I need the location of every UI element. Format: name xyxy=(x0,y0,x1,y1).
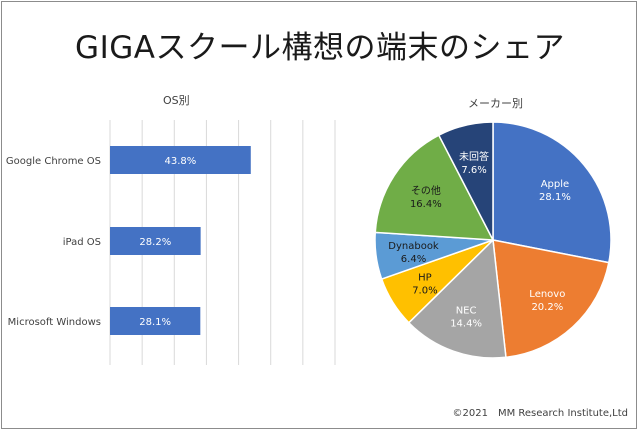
bar-category-label: iPad OS xyxy=(63,237,101,248)
pie-slice-name-label: HP xyxy=(418,272,432,283)
copyright-text: ©2021 MM Research Institute,Ltd xyxy=(452,408,628,419)
pie-slice-name-label: その他 xyxy=(411,184,441,197)
bar-chart-bars: 43.8% Google Chrome OS 28.2% iPad OS 28.1% Mi… xyxy=(6,146,251,335)
pie-slice-7 xyxy=(437,121,494,241)
pie-slice-name-label: 未回答 xyxy=(459,150,489,163)
pie-slice-name-label: NEC xyxy=(456,306,477,317)
bar-2 xyxy=(110,227,201,255)
bar-1 xyxy=(110,146,251,174)
pie-slice-3 xyxy=(407,238,507,359)
pie-slice-value-label: 16.4% xyxy=(410,199,442,210)
pie-slice-6 xyxy=(374,134,495,241)
pie-slice-value-label: 28.1% xyxy=(539,192,571,203)
os-chart-title: OS別 xyxy=(163,94,190,107)
bar-category-label: Microsoft Windows xyxy=(8,317,101,328)
pie-slice-value-label: 6.4% xyxy=(401,254,426,265)
bar-category-label: Google Chrome OS xyxy=(6,156,101,167)
maker-chart-title: メーカー別 xyxy=(468,97,523,110)
pie-slice-value-label: 7.0% xyxy=(412,285,437,296)
bar-value-label: 28.2% xyxy=(139,237,171,248)
pie-slice-name-label: Lenovo xyxy=(529,289,565,300)
pie-slice-value-label: 14.4% xyxy=(450,319,482,330)
pie-slice-1 xyxy=(492,121,612,264)
pie-slice-2 xyxy=(492,239,610,359)
pie-slice-value-label: 20.2% xyxy=(531,302,563,313)
bar-3 xyxy=(110,307,201,335)
bar-value-label: 28.1% xyxy=(139,317,171,328)
bar-value-label: 43.8% xyxy=(165,156,197,167)
pie-slice-value-label: 7.6% xyxy=(461,165,486,176)
pie-chart-slices: Apple 28.1% Lenovo 20.2% NEC 14.4% HP 7.0% Dynab… xyxy=(374,121,612,359)
pie-slice-name-label: Apple xyxy=(541,179,569,190)
chart-title: GIGAスクール構想の端末のシェア xyxy=(75,30,565,66)
pie-slice-name-label: Dynabook xyxy=(388,241,439,252)
